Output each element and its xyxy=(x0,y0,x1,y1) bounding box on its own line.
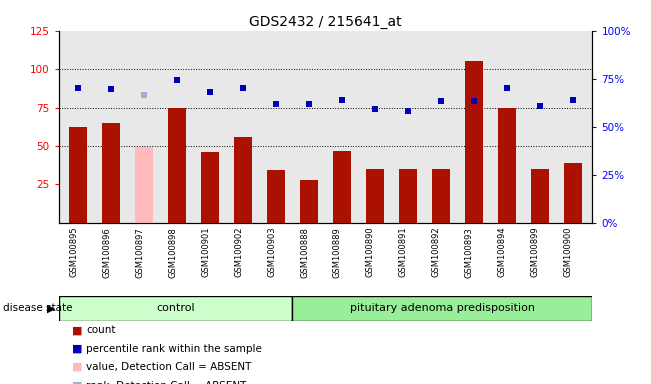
Bar xyxy=(432,169,450,223)
Bar xyxy=(267,170,285,223)
Bar xyxy=(300,180,318,223)
Text: percentile rank within the sample: percentile rank within the sample xyxy=(86,344,262,354)
Text: GDS2432 / 215641_at: GDS2432 / 215641_at xyxy=(249,15,402,29)
Bar xyxy=(531,169,549,223)
Bar xyxy=(465,61,483,223)
Bar xyxy=(234,137,252,223)
Text: ■: ■ xyxy=(72,325,82,335)
Text: GSM100903: GSM100903 xyxy=(267,227,276,277)
Bar xyxy=(168,108,186,223)
Text: value, Detection Call = ABSENT: value, Detection Call = ABSENT xyxy=(86,362,251,372)
Text: GSM100891: GSM100891 xyxy=(399,227,408,277)
Text: ■: ■ xyxy=(72,344,82,354)
Text: GSM100900: GSM100900 xyxy=(564,227,573,277)
Text: GSM100899: GSM100899 xyxy=(531,227,540,277)
Text: ■: ■ xyxy=(72,362,82,372)
Text: rank, Detection Call = ABSENT: rank, Detection Call = ABSENT xyxy=(86,381,246,384)
Text: control: control xyxy=(156,303,195,313)
Text: GSM100896: GSM100896 xyxy=(102,227,111,278)
Bar xyxy=(497,108,516,223)
Text: GSM100889: GSM100889 xyxy=(333,227,342,278)
Text: GSM100898: GSM100898 xyxy=(168,227,177,278)
Text: GSM100902: GSM100902 xyxy=(234,227,243,277)
Bar xyxy=(59,296,292,321)
Text: GSM100888: GSM100888 xyxy=(300,227,309,278)
Text: pituitary adenoma predisposition: pituitary adenoma predisposition xyxy=(350,303,534,313)
Bar xyxy=(564,163,582,223)
Bar xyxy=(333,151,351,223)
Text: ▶: ▶ xyxy=(46,303,55,313)
Text: ■: ■ xyxy=(72,381,82,384)
Text: GSM100894: GSM100894 xyxy=(498,227,506,277)
Text: count: count xyxy=(86,325,115,335)
Text: GSM100895: GSM100895 xyxy=(70,227,78,277)
Text: GSM100890: GSM100890 xyxy=(366,227,375,277)
Bar xyxy=(102,123,120,223)
Text: GSM100893: GSM100893 xyxy=(465,227,474,278)
Bar xyxy=(69,127,87,223)
Text: GSM100897: GSM100897 xyxy=(135,227,145,278)
Text: GSM100892: GSM100892 xyxy=(432,227,441,277)
Bar xyxy=(201,152,219,223)
Bar xyxy=(366,169,384,223)
Bar xyxy=(399,169,417,223)
Text: disease state: disease state xyxy=(3,303,73,313)
Bar xyxy=(292,296,592,321)
Bar xyxy=(135,147,154,223)
Text: GSM100901: GSM100901 xyxy=(201,227,210,277)
